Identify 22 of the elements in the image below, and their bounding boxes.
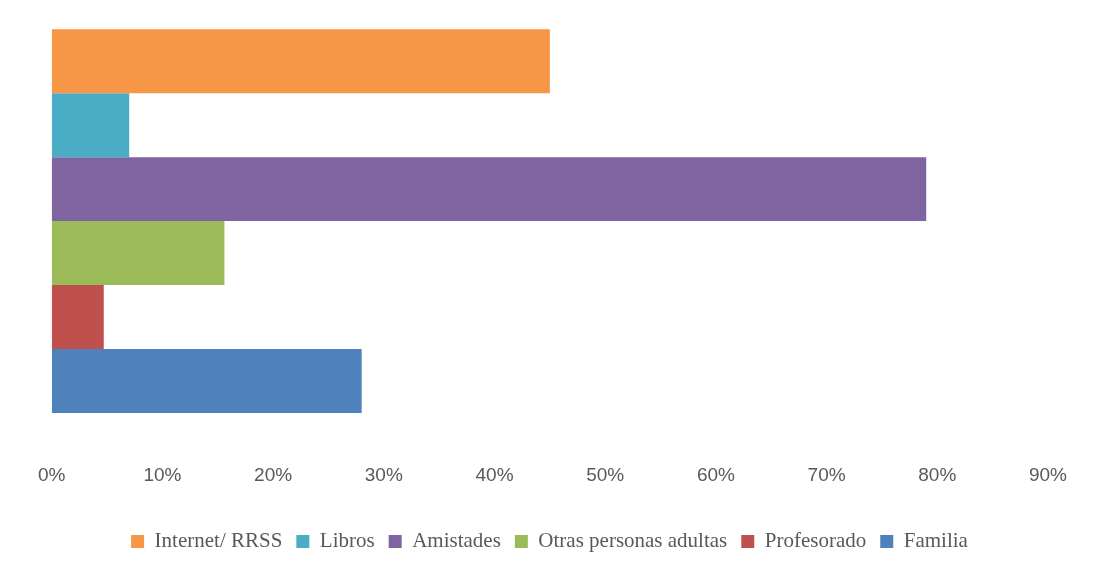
bar [51,285,104,349]
x-tick-label: 20% [254,463,293,485]
x-tick-label: 30% [364,463,403,485]
bar [51,93,130,158]
x-tick-label: 40% [475,463,514,485]
bar [51,348,362,413]
legend-label: Libros [319,528,375,553]
legend-label: Profesorado [764,528,867,553]
bar [51,29,550,94]
x-tick-label: 80% [918,463,957,485]
bar [51,221,225,286]
x-tick-label: 10% [143,463,182,485]
bar [51,157,927,222]
x-tick-label: 0% [38,463,66,485]
legend-label: Familia [903,528,969,553]
x-tick-label: 50% [586,463,625,485]
x-tick-label: 90% [1028,463,1068,485]
x-tick-label: 60% [696,463,736,485]
x-tick-label: 70% [807,463,846,485]
legend-label: Otras personas adultas [538,528,728,553]
legend-label: Internet/ RRSS [154,528,283,553]
legend-label: Amistades [412,528,501,553]
